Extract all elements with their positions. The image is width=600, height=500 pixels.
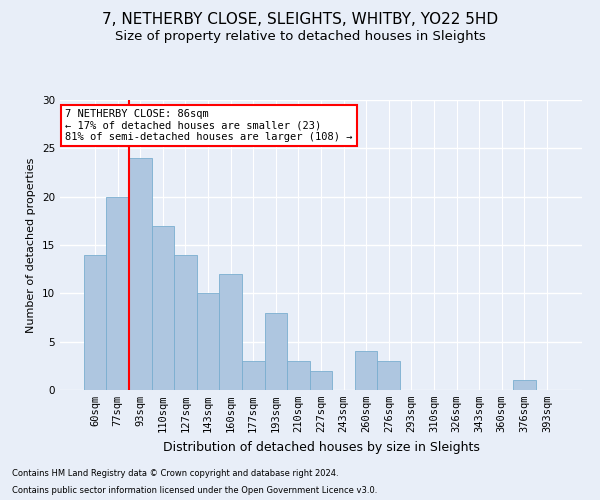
Bar (310, 370, 332, 390)
Bar (242, 361, 265, 390)
Text: Contains HM Land Registry data © Crown copyright and database right 2024.: Contains HM Land Registry data © Crown c… (12, 468, 338, 477)
Text: 7 NETHERBY CLOSE: 86sqm
← 17% of detached houses are smaller (23)
81% of semi-de: 7 NETHERBY CLOSE: 86sqm ← 17% of detache… (65, 108, 353, 142)
Text: Contains public sector information licensed under the Open Government Licence v3: Contains public sector information licen… (12, 486, 377, 495)
Bar (377, 361, 400, 390)
Bar (84, 254, 106, 390)
Bar (355, 352, 377, 390)
Bar (265, 312, 287, 390)
Bar (174, 254, 197, 390)
Bar (197, 294, 220, 390)
Bar (220, 274, 242, 390)
Bar (152, 226, 174, 390)
Bar (287, 361, 310, 390)
Bar (129, 158, 152, 390)
Y-axis label: Number of detached properties: Number of detached properties (26, 158, 37, 332)
Text: Size of property relative to detached houses in Sleights: Size of property relative to detached ho… (115, 30, 485, 43)
Text: 7, NETHERBY CLOSE, SLEIGHTS, WHITBY, YO22 5HD: 7, NETHERBY CLOSE, SLEIGHTS, WHITBY, YO2… (102, 12, 498, 28)
X-axis label: Distribution of detached houses by size in Sleights: Distribution of detached houses by size … (163, 440, 479, 454)
Bar (513, 380, 536, 390)
Bar (106, 196, 129, 390)
